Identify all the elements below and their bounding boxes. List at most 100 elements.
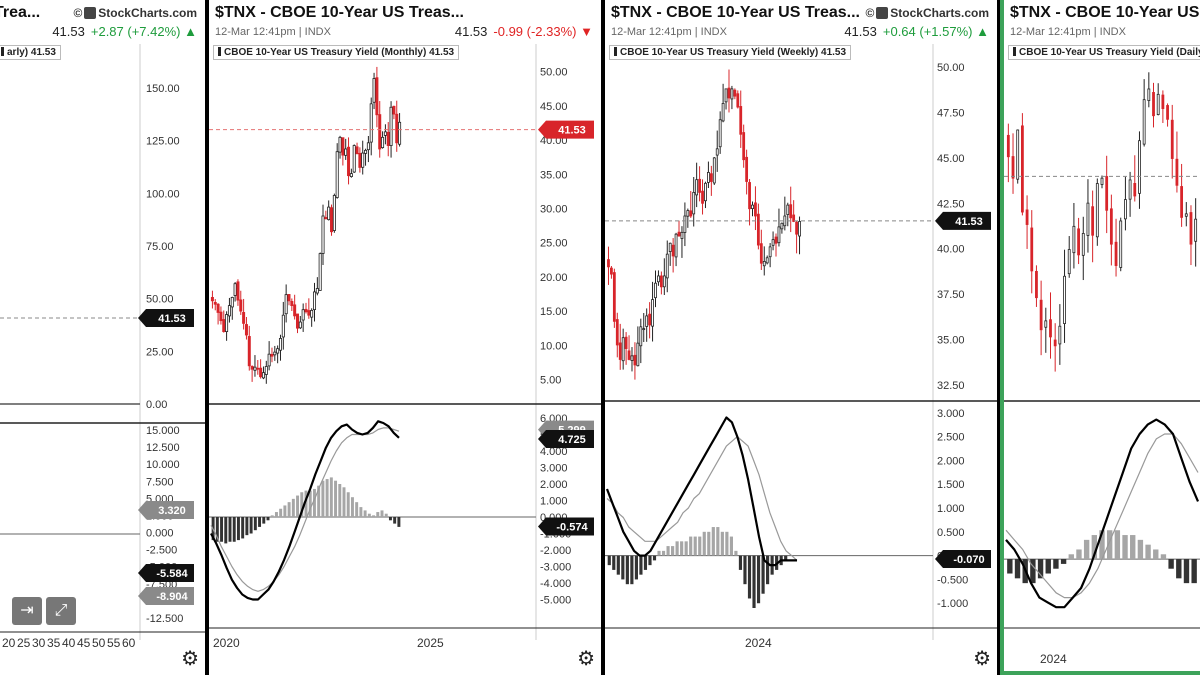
candle-body: [1035, 270, 1038, 299]
candle-body: [239, 299, 243, 312]
candle-body: [290, 301, 294, 307]
price-tick-label: 35.00: [937, 335, 965, 347]
quote: 41.53 +2.87 (+7.42%) ▲: [52, 24, 197, 39]
down-arrow-icon: ▼: [580, 24, 593, 39]
candle-body: [704, 182, 707, 202]
candle-body: [748, 182, 751, 210]
indicator-tick-label: -1.000: [937, 598, 968, 610]
x-tick-label: 2025: [417, 636, 444, 650]
logo-icon: [84, 7, 97, 19]
candle-body: [692, 191, 696, 215]
histogram-bar-dark: [743, 555, 747, 585]
histogram-bar-dark: [734, 550, 738, 556]
candle-body: [383, 131, 387, 136]
candle-body: [355, 146, 359, 155]
candle-body: [727, 87, 731, 99]
chart-plot-area[interactable]: 2024: [1004, 0, 1200, 671]
histogram-bar-dark: [300, 492, 304, 517]
candle-body: [712, 157, 716, 184]
candle-body: [1170, 119, 1174, 159]
indicator-tick-label: 2.000: [937, 455, 965, 467]
price-tick-label: 150.00: [146, 83, 180, 95]
histogram-bar-dark: [1007, 559, 1013, 574]
logo-icon: [876, 7, 889, 19]
candle-body: [225, 314, 229, 333]
histogram-bar-dark: [397, 517, 401, 527]
chart-panel-1[interactable]: Trea... © StockCharts.com 41.53 +2.87 (+7.…: [0, 0, 205, 675]
candle-body: [335, 151, 339, 198]
candle-body: [786, 204, 790, 215]
candle-body: [756, 213, 760, 246]
indicator-tick-label: 1.500: [937, 479, 965, 491]
candle-body: [624, 336, 628, 349]
last-price: 41.53: [844, 24, 877, 39]
histogram-bar-dark: [274, 512, 278, 517]
histogram-bar-dark: [689, 536, 693, 556]
panel-header: $TNX - CBOE 10-Year US Treas... 12-Mar 1…: [209, 0, 601, 44]
indicator-tick-label: 3.000: [937, 408, 965, 420]
candle-body: [1044, 320, 1048, 328]
chart-plot-area[interactable]: 150.00 125.00 100.00 75.00 50.00 25.00 0.00 41.…: [0, 0, 205, 675]
price-tick-label: 47.50: [937, 107, 965, 119]
price-tick-label: 42.50: [937, 198, 965, 210]
brand-name: StockCharts.com: [98, 6, 197, 20]
candle-body: [618, 342, 622, 360]
candle-body: [1161, 94, 1165, 109]
candle-body: [689, 210, 693, 217]
candle-body: [630, 355, 634, 361]
candle-body: [358, 152, 362, 168]
histogram-bar-dark: [1091, 535, 1098, 560]
stockcharts-logo[interactable]: © StockCharts.com: [865, 6, 989, 20]
indicator-tick-label: -2.000: [540, 545, 571, 557]
histogram-bar-dark: [291, 498, 295, 517]
chart-panel-3[interactable]: $TNX - CBOE 10-Year US Treas... 12-Mar 1…: [605, 0, 997, 675]
candle-body: [242, 312, 246, 324]
candle-body: [1166, 105, 1169, 120]
expand-icon[interactable]: ⤢: [46, 597, 76, 625]
last-price: 41.53: [52, 24, 85, 39]
candle-body: [369, 103, 373, 143]
candle-body: [783, 215, 787, 227]
candle-body: [1063, 275, 1066, 324]
forward-step-icon[interactable]: ⇥: [12, 597, 42, 625]
candle-body: [1095, 183, 1099, 238]
indicator-tick-label: 2.500: [937, 432, 965, 444]
candle-body: [244, 324, 248, 336]
histogram-bar-dark: [380, 510, 384, 517]
chart-panel-2[interactable]: $TNX - CBOE 10-Year US Treas... 12-Mar 1…: [209, 0, 601, 675]
gear-icon[interactable]: ⚙: [181, 648, 199, 670]
histogram-bar-dark: [1137, 539, 1144, 560]
histogram-bar-dark: [283, 505, 287, 517]
chart-plot-area[interactable]: 50.00 47.50 45.00 42.50 40.00 37.50 35.00 32.50…: [605, 0, 997, 675]
candle-body: [1053, 339, 1057, 347]
indicator-tick-label: 2.000: [540, 479, 568, 491]
candle-body: [642, 328, 646, 331]
indicator-tick-label: -5.000: [540, 595, 571, 607]
candle-body: [677, 231, 681, 237]
x-tick-label: 30: [32, 636, 46, 650]
gear-icon[interactable]: ⚙: [577, 648, 595, 670]
candle-body: [1077, 228, 1080, 256]
candle-body: [233, 283, 237, 296]
candle-body: [742, 132, 746, 161]
candle-body: [1184, 213, 1188, 217]
stockcharts-logo[interactable]: © StockCharts.com: [73, 6, 197, 20]
histogram-bar-dark: [634, 555, 638, 580]
chart-plot-area[interactable]: 50.0045.0040.0035.0030.0025.0020.0015.00…: [209, 0, 601, 675]
indicator-tag-bg: [138, 564, 194, 582]
histogram-bar-dark: [684, 541, 688, 556]
candle-body: [671, 244, 675, 257]
histogram-bar-dark: [702, 531, 706, 556]
candle-body: [1058, 325, 1062, 345]
chart-panel-4[interactable]: $TNX - CBOE 10-Year US Trea 12-Mar 12:41…: [1000, 0, 1200, 675]
histogram-bar-dark: [312, 488, 316, 517]
candle-body: [768, 246, 772, 258]
candle-body: [264, 366, 268, 375]
histogram-bar-dark: [245, 517, 249, 536]
histogram-bar-dark: [1176, 559, 1182, 579]
candle-body: [1124, 199, 1127, 220]
gear-icon[interactable]: ⚙: [973, 648, 991, 670]
x-tick-label: 25: [17, 636, 31, 650]
up-arrow-icon: ▲: [976, 24, 989, 39]
candle-body: [304, 308, 308, 313]
